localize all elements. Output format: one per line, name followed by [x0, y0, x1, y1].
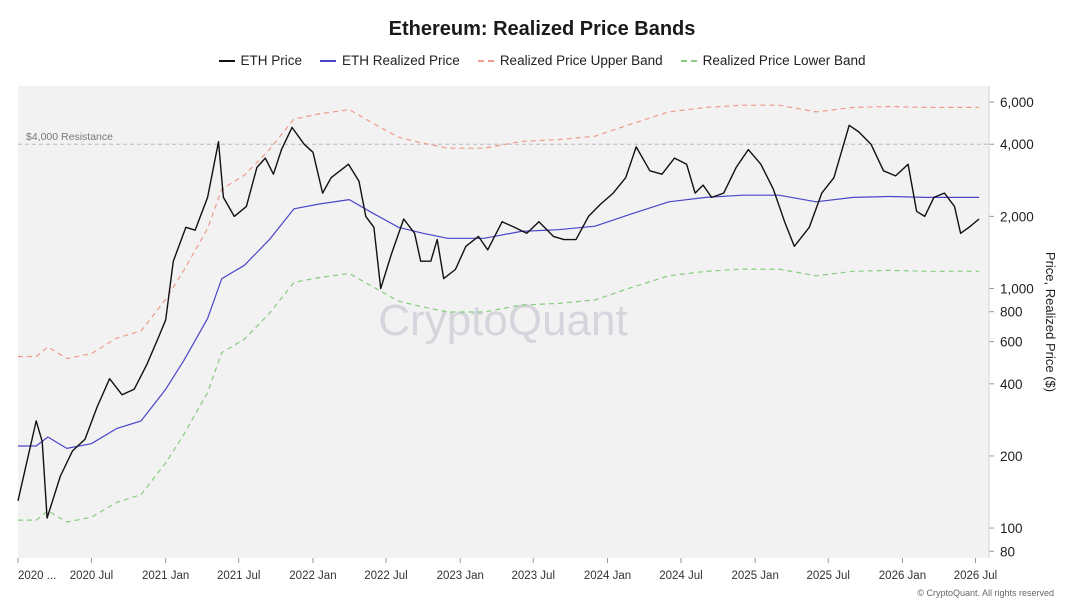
series-line-eth-realized-price: [18, 194, 980, 449]
legend-item-eth-price[interactable]: ETH Price: [218, 53, 303, 68]
series-layer: [17, 104, 980, 523]
y-tick-label: 800: [1000, 305, 1023, 320]
series-line-eth-price: [17, 124, 980, 519]
chart-title: Ethereum: Realized Price Bands: [388, 18, 696, 40]
x-tick-label: 2026 Jan: [879, 570, 926, 582]
legend-swatch-realized-price: [320, 59, 337, 62]
x-tick-label: 2024 Jan: [584, 570, 631, 582]
annotation-label-0: $4,000 Resistance: [26, 131, 113, 143]
x-tick-label: 2021 Jan: [142, 570, 189, 582]
x-tick-label: 2023 Jul: [512, 570, 555, 582]
x-tick-label: 2022 Jul: [364, 570, 407, 582]
legend-swatch-eth-price: [218, 59, 235, 62]
legend-item-upper-band[interactable]: Realized Price Upper Band: [477, 53, 663, 68]
y-tick-label: 400: [1000, 377, 1023, 392]
copyright-text: © CryptoQuant. All rights reserved: [917, 588, 1054, 598]
y-tick-label: 1,000: [1000, 281, 1034, 296]
series-line-realized-price-upper-band: [18, 104, 980, 360]
y-tick-label: 100: [1000, 521, 1023, 536]
x-tick-label: 2020 ...: [18, 570, 56, 582]
x-tick-label: 2020 Jul: [70, 570, 113, 582]
y-tick-label: 6,000: [1000, 95, 1034, 110]
y-tick-label: 200: [1000, 449, 1023, 464]
x-tick-label: 2022 Jan: [289, 570, 336, 582]
y-tick-label: 80: [1000, 544, 1015, 559]
y-axis-label: Price, Realized Price ($): [1043, 252, 1058, 392]
legend-label-lower-band: Realized Price Lower Band: [702, 53, 866, 68]
x-tick-label: 2023 Jan: [437, 570, 484, 582]
x-tick-label: 2024 Jul: [659, 570, 702, 582]
x-tick-label: 2021 Jul: [217, 570, 260, 582]
x-tick-label: 2025 Jul: [806, 570, 849, 582]
plot-area: [18, 86, 988, 558]
series-line-realized-price-lower-band: [18, 268, 980, 523]
x-tick-label: 2025 Jan: [732, 570, 779, 582]
annotation-layer: $4,000 Resistance: [18, 131, 988, 145]
legend-item-lower-band[interactable]: Realized Price Lower Band: [680, 53, 866, 68]
legend-item-realized-price[interactable]: ETH Realized Price: [320, 53, 460, 68]
legend-label-realized-price: ETH Realized Price: [342, 53, 460, 68]
legend-swatch-upper-band: [477, 59, 494, 62]
legend-label-eth-price: ETH Price: [240, 53, 303, 68]
y-tick-label: 600: [1000, 335, 1023, 350]
x-axis: 2020 ... 2020 Jul 2021 Jan 2021 Jul 2022 Jan…: [17, 558, 997, 582]
legend: ETH Price ETH Realized Price Realized Pr…: [0, 53, 1084, 68]
watermark: CryptoQuant: [378, 296, 627, 345]
y-tick-label: 2,000: [1000, 209, 1034, 224]
y-axis: 80 100 200 400 600 800 1,000 2,000 4,000 6,000: [989, 95, 1034, 559]
y-tick-label: 4,000: [1000, 137, 1034, 152]
x-tick-label: 2026 Jul: [954, 570, 997, 582]
legend-label-upper-band: Realized Price Upper Band: [499, 53, 663, 68]
legend-swatch-lower-band: [680, 59, 697, 62]
